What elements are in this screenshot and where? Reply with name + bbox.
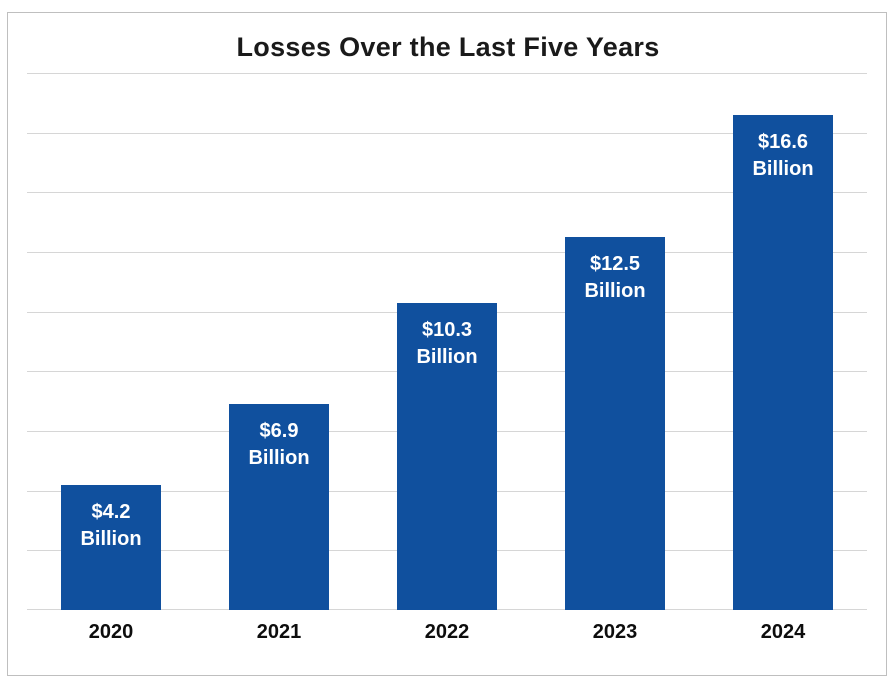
gridline — [27, 192, 867, 193]
bar-2021: $6.9 Billion — [229, 404, 329, 610]
x-axis-labels: 2020 2021 2022 2023 2024 — [27, 621, 867, 651]
bar-value-label: $4.2 Billion — [61, 499, 161, 553]
x-axis-label-2021: 2021 — [256, 621, 302, 643]
bar-value-label: $10.3 Billion — [397, 317, 497, 371]
x-axis-label-2022: 2022 — [424, 621, 470, 643]
bar-value-line1: $4.2 — [91, 501, 131, 523]
bar-value-line1: $12.5 — [589, 253, 641, 275]
bar-2024: $16.6 Billion — [733, 115, 833, 610]
chart-title: Losses Over the Last Five Years — [236, 32, 660, 62]
bar-value-line2: Billion — [752, 158, 814, 180]
bar-2023: $12.5 Billion — [565, 237, 665, 610]
x-axis-label-2023: 2023 — [592, 621, 638, 643]
bar-value-line1: $10.3 — [421, 319, 473, 341]
bar-value-line2: Billion — [584, 280, 646, 302]
plot-area: $4.2 Billion $6.9 Billion $10.3 Billion $12.5 B… — [27, 73, 867, 610]
bar-value-label: $16.6 Billion — [733, 129, 833, 183]
gridline — [27, 133, 867, 134]
bar-value-line2: Billion — [416, 346, 478, 368]
bar-value-line2: Billion — [248, 447, 310, 469]
bar-value-label: $6.9 Billion — [229, 418, 329, 472]
bar-2022: $10.3 Billion — [397, 303, 497, 610]
bar-value-line2: Billion — [80, 528, 142, 550]
x-axis-label-2020: 2020 — [88, 621, 134, 643]
gridline — [27, 252, 867, 253]
gridline — [27, 73, 867, 74]
bar-value-line1: $6.9 — [259, 420, 299, 442]
bar-value-label: $12.5 Billion — [565, 251, 665, 305]
bar-2020: $4.2 Billion — [61, 485, 161, 610]
x-axis-label-2024: 2024 — [760, 621, 806, 643]
bar-value-line1: $16.6 — [757, 131, 809, 153]
